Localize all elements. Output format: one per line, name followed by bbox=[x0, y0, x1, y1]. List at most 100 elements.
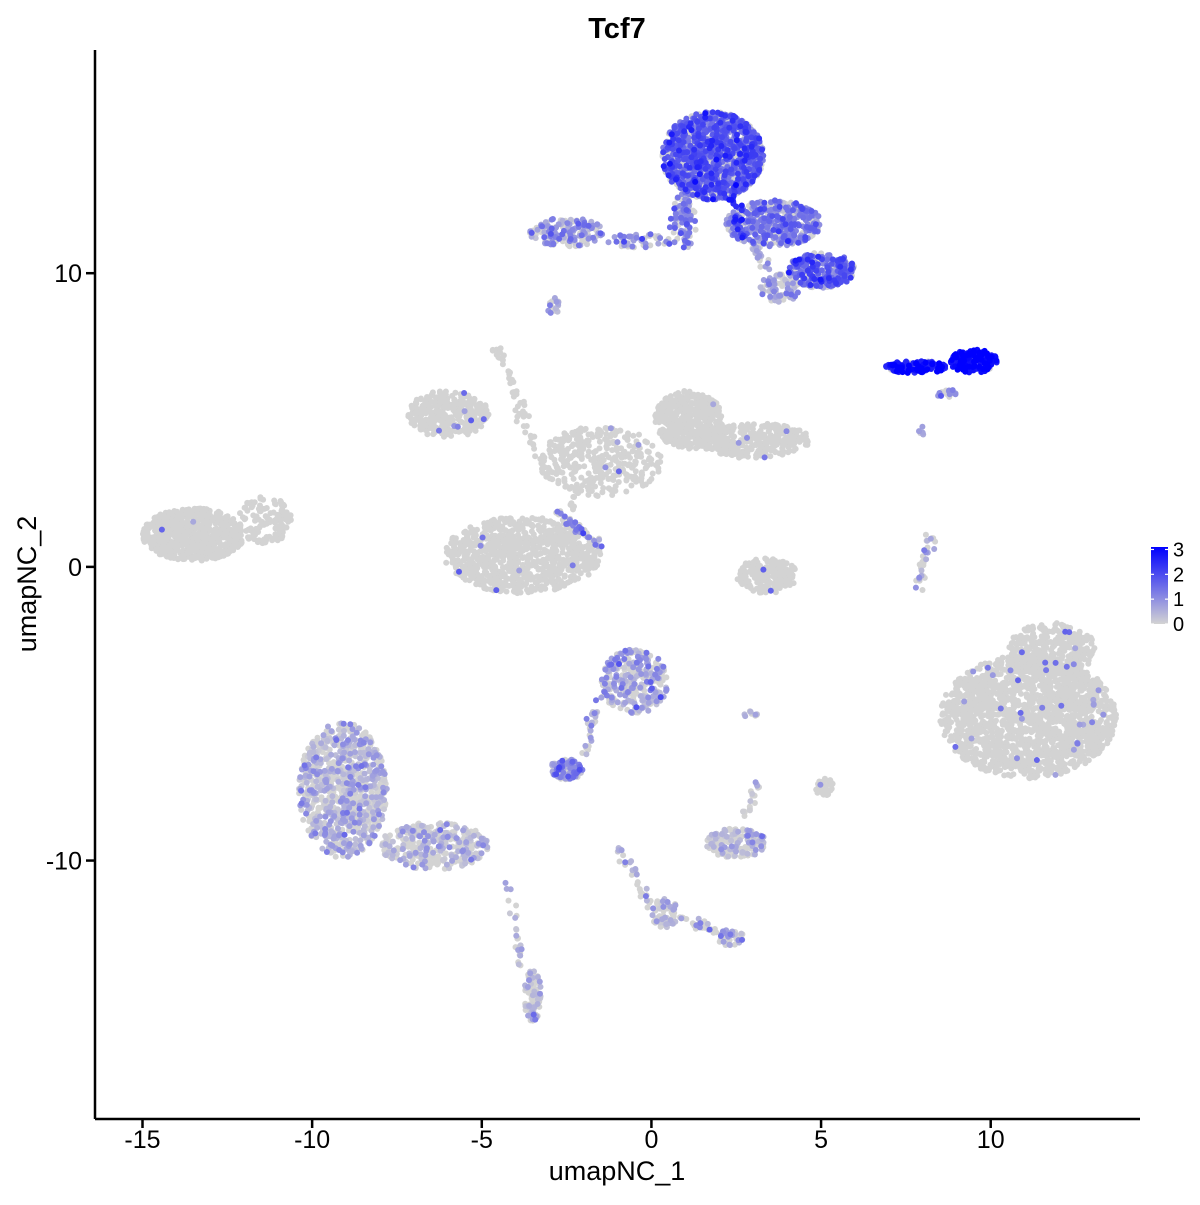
cell-point bbox=[273, 515, 280, 522]
cell-point bbox=[442, 411, 448, 418]
cell-point bbox=[417, 396, 424, 403]
cell-point bbox=[610, 477, 617, 483]
cell-point bbox=[186, 508, 193, 515]
cell-point bbox=[677, 438, 684, 445]
cell-point bbox=[439, 416, 446, 423]
cell-point bbox=[249, 502, 256, 509]
cell-point bbox=[507, 538, 514, 545]
cell-point bbox=[774, 581, 780, 588]
cell-point bbox=[195, 505, 202, 512]
cell-point bbox=[464, 550, 471, 556]
cell-point bbox=[675, 390, 682, 396]
cell-point bbox=[412, 410, 418, 417]
cell-point bbox=[455, 551, 461, 558]
cell-point bbox=[678, 395, 685, 402]
cell-point bbox=[757, 427, 764, 434]
cell-point bbox=[494, 538, 501, 545]
cell-point bbox=[199, 531, 206, 538]
cell-point bbox=[184, 528, 191, 535]
cell-point bbox=[596, 548, 603, 555]
cell-point bbox=[270, 509, 277, 516]
cell-point bbox=[576, 463, 583, 470]
cell-point bbox=[247, 534, 253, 541]
cell-point bbox=[674, 417, 681, 424]
cell-point bbox=[686, 406, 693, 413]
cell-point bbox=[602, 425, 609, 431]
cell-point bbox=[529, 523, 536, 530]
cell-point bbox=[539, 452, 546, 459]
cell-point bbox=[478, 556, 485, 563]
cell-point bbox=[158, 512, 165, 519]
cell-point bbox=[616, 427, 623, 434]
cell-point bbox=[420, 402, 427, 409]
cell-point bbox=[502, 527, 509, 534]
cell-point bbox=[657, 412, 664, 419]
cell-point bbox=[427, 393, 434, 400]
cell-point bbox=[485, 555, 491, 562]
cell-point bbox=[230, 516, 237, 522]
cell-point bbox=[767, 579, 774, 586]
cell-point bbox=[763, 556, 770, 563]
cell-point bbox=[553, 471, 560, 477]
cell-point bbox=[564, 579, 571, 586]
cell-point bbox=[478, 573, 485, 579]
cell-point bbox=[451, 397, 458, 404]
cell-point bbox=[598, 429, 605, 436]
cell-point bbox=[590, 449, 597, 456]
cell-point bbox=[209, 517, 216, 524]
cell-point bbox=[682, 429, 689, 436]
cell-point bbox=[530, 531, 537, 538]
cell-point bbox=[772, 572, 778, 579]
cell-point bbox=[587, 486, 594, 493]
cell-point bbox=[468, 556, 475, 563]
cell-point bbox=[443, 420, 450, 427]
cell-point bbox=[237, 522, 244, 529]
cell-point bbox=[463, 427, 469, 434]
cell-point bbox=[587, 475, 594, 482]
cell-point bbox=[561, 430, 568, 437]
cell-point bbox=[536, 551, 543, 557]
cell-point bbox=[448, 427, 455, 434]
cell-point bbox=[716, 418, 723, 425]
cell-point bbox=[476, 401, 483, 407]
cell-point bbox=[561, 475, 568, 482]
cell-point bbox=[570, 554, 577, 561]
cell-point bbox=[542, 549, 549, 556]
cell-point bbox=[189, 539, 195, 546]
cell-point bbox=[492, 565, 499, 572]
cell-point bbox=[407, 415, 414, 422]
cell-point bbox=[755, 447, 762, 454]
chart-title: Tcf7 bbox=[588, 13, 645, 45]
cell-point bbox=[657, 458, 664, 465]
cell-point bbox=[525, 589, 532, 596]
cell-point bbox=[154, 519, 161, 526]
cell-point bbox=[557, 578, 564, 584]
cell-point bbox=[560, 560, 567, 567]
cell-point bbox=[161, 538, 168, 545]
cell-point bbox=[442, 391, 449, 398]
cell-point bbox=[166, 542, 172, 549]
cell-point bbox=[666, 432, 673, 439]
cell-point bbox=[745, 561, 751, 568]
cell-point bbox=[444, 431, 451, 438]
cell-point bbox=[681, 400, 688, 407]
cell-point bbox=[621, 460, 628, 467]
cell-point bbox=[546, 518, 553, 525]
cell-point bbox=[605, 476, 612, 482]
cell-point bbox=[655, 451, 662, 458]
cell-point bbox=[654, 417, 661, 424]
cell-point bbox=[696, 409, 703, 416]
cell-point bbox=[744, 449, 751, 456]
cell-point bbox=[703, 405, 710, 412]
cell-point bbox=[578, 545, 585, 551]
cell-point bbox=[263, 537, 270, 544]
cell-point bbox=[704, 445, 711, 452]
cell-point bbox=[765, 428, 772, 435]
points-layer bbox=[140, 109, 1119, 1024]
cell-point bbox=[787, 442, 794, 449]
cell-point bbox=[656, 430, 663, 436]
cell-point bbox=[278, 535, 285, 542]
cell-point bbox=[547, 439, 553, 446]
cell-point bbox=[433, 394, 440, 401]
cell-point bbox=[618, 452, 625, 459]
